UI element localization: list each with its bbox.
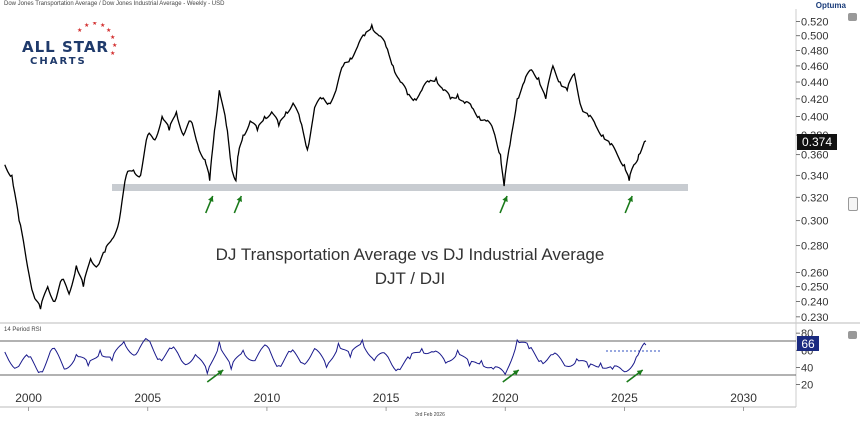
y-tick-label: 0.480: [801, 46, 829, 58]
y-axis-ticks: 0.5200.5000.4800.4600.4400.4200.4000.380…: [796, 17, 829, 324]
arrow-head: [512, 370, 519, 376]
y-tick-label: 0.260: [801, 267, 829, 279]
rsi-panel-title: 14 Period RSI: [4, 327, 42, 333]
rsi-tick-label: 40: [801, 362, 813, 374]
x-tick-label: 2000: [15, 391, 42, 405]
svg-text:★: ★: [110, 34, 115, 41]
rsi-tick-label: 20: [801, 380, 813, 392]
optuma-brand: Optuma: [815, 1, 846, 10]
x-tick-label: 2030: [730, 391, 757, 405]
price-series-line: [4, 22, 647, 310]
y-tick-label: 0.230: [801, 312, 829, 324]
annotation-subtitle: DJT / DJI: [374, 269, 446, 288]
y-tick-label: 0.440: [801, 77, 829, 89]
y-tick-label: 0.360: [801, 150, 829, 162]
chart-header-title: Dow Jones Transportation Average / Dow J…: [4, 1, 225, 7]
support-band: [112, 184, 688, 191]
annotation-title: DJ Transportation Average vs DJ Industri…: [215, 245, 605, 264]
arrow-head: [236, 196, 242, 202]
logo-line-1: ALL STAR: [22, 38, 109, 56]
star-ring-icon: ★★ ★ ★★★ ★★: [77, 22, 117, 57]
rsi-series-line: [4, 337, 647, 376]
y-tick-label: 0.420: [801, 94, 829, 106]
lock-icon[interactable]: [848, 13, 857, 21]
svg-text:★: ★: [84, 22, 89, 29]
arrow-head: [636, 370, 643, 376]
arrow-head: [502, 196, 508, 202]
lock-icon[interactable]: [848, 331, 857, 339]
y-tick-label: 0.240: [801, 296, 829, 308]
svg-text:★: ★: [77, 27, 82, 34]
price-last-label: 0.374: [802, 135, 832, 149]
rsi-last-badge: [797, 336, 819, 351]
x-tick-label: 2005: [134, 391, 161, 405]
svg-text:★: ★: [92, 22, 97, 27]
svg-text:★: ★: [100, 22, 105, 29]
y-tick-label: 0.500: [801, 31, 829, 43]
x-axis-ticks: 2000 2005 2010 2015 2020 2025 2030: [15, 391, 757, 411]
logo-line-2: CHARTS: [30, 56, 87, 67]
x-tick-label: 2010: [254, 391, 281, 405]
y-tick-label: 0.400: [801, 112, 829, 124]
footer-date: 3rd Feb 2026: [415, 412, 445, 418]
y-tick-label: 0.250: [801, 282, 829, 294]
arrow-annotations: [204, 195, 644, 383]
price-panel: [0, 9, 796, 321]
y-tick-label: 0.520: [801, 17, 829, 29]
price-last-badge: [797, 134, 837, 150]
svg-text:★: ★: [112, 42, 117, 49]
x-tick-label: 2025: [611, 391, 638, 405]
y-tick-label: 0.340: [801, 170, 829, 182]
arrow-head: [627, 196, 633, 202]
x-tick-label: 2015: [373, 391, 400, 405]
arrow-head: [217, 370, 224, 376]
x-tick-label: 2020: [492, 391, 519, 405]
arrow-head: [208, 196, 214, 202]
y-tick-label: 0.280: [801, 241, 829, 253]
y-tick-label: 0.460: [801, 61, 829, 73]
svg-text:★: ★: [106, 27, 111, 34]
svg-text:★: ★: [110, 50, 115, 57]
y-tick-label: 0.300: [801, 216, 829, 228]
collapse-icon[interactable]: [848, 197, 858, 211]
rsi-last-label: 66: [801, 337, 815, 351]
y-tick-label: 0.320: [801, 192, 829, 204]
